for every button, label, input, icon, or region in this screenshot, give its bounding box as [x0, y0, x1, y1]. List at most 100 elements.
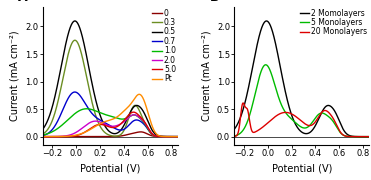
- 0: [171, 136, 176, 138]
- 20 Monolayers: [367, 136, 371, 138]
- 0.3: [101, 130, 106, 132]
- Line: 20 Monolayers: 20 Monolayers: [232, 103, 369, 137]
- Line: 0.5: 0.5: [40, 21, 178, 137]
- 0.7: [171, 136, 176, 138]
- 0.5: [45, 120, 49, 122]
- 0.7: [105, 123, 109, 125]
- 5 Monolayers: [367, 136, 371, 138]
- 2.0: [171, 136, 176, 138]
- Legend: 0, 0.3, 0.5, 0.7, 1.0, 2.0, 5.0, Pt: 0, 0.3, 0.5, 0.7, 1.0, 2.0, 5.0, Pt: [152, 8, 177, 84]
- 1.0: [45, 133, 49, 135]
- 0.7: [171, 136, 176, 138]
- 5 Monolayers: [363, 136, 367, 138]
- 2 Momolayers: [367, 136, 371, 138]
- Line: Pt: Pt: [40, 94, 178, 137]
- X-axis label: Potential (V): Potential (V): [272, 164, 332, 174]
- 0: [45, 136, 49, 138]
- 0.7: [45, 133, 49, 135]
- Pt: [137, 93, 141, 95]
- 1.0: [85, 108, 89, 110]
- 0.5: [146, 122, 151, 124]
- 0.3: [45, 129, 49, 131]
- 1.0: [105, 114, 109, 116]
- 0.5: [73, 20, 77, 22]
- 0.3: [171, 136, 176, 138]
- 2.0: [45, 136, 49, 138]
- 2.0: [101, 122, 106, 125]
- 1.0: [175, 136, 180, 138]
- 5 Monolayers: [296, 124, 301, 126]
- 0.5: [171, 136, 176, 138]
- 0.3: [105, 133, 109, 135]
- Pt: [171, 136, 176, 138]
- 0.5: [105, 128, 109, 130]
- 1.0: [38, 134, 43, 137]
- 2 Momolayers: [237, 120, 241, 122]
- 0: [138, 131, 143, 133]
- Pt: [105, 120, 109, 122]
- 5.0: [175, 136, 180, 138]
- 0.3: [146, 129, 151, 131]
- 2.0: [132, 114, 136, 116]
- 20 Monolayers: [230, 135, 234, 138]
- Line: 0.7: 0.7: [40, 92, 178, 137]
- Pt: [146, 113, 151, 115]
- 2 Momolayers: [293, 122, 297, 124]
- 0.7: [146, 129, 151, 131]
- Y-axis label: Current (mA cm⁻²): Current (mA cm⁻²): [10, 31, 20, 121]
- Line: 1.0: 1.0: [40, 109, 178, 137]
- Line: 5 Monolayers: 5 Monolayers: [232, 65, 369, 137]
- 5 Monolayers: [293, 121, 297, 123]
- 2.0: [171, 136, 176, 138]
- 2.0: [38, 136, 43, 138]
- 0.7: [175, 136, 180, 138]
- Pt: [171, 136, 176, 138]
- 20 Monolayers: [237, 128, 241, 130]
- Line: 2.0: 2.0: [40, 115, 178, 137]
- 2 Momolayers: [363, 136, 367, 138]
- 2 Momolayers: [264, 20, 269, 22]
- Pt: [101, 121, 106, 123]
- 5 Monolayers: [230, 135, 234, 137]
- 20 Monolayers: [296, 118, 301, 120]
- 5.0: [171, 136, 176, 138]
- 0.5: [38, 131, 43, 133]
- 0.3: [73, 39, 77, 41]
- 1.0: [101, 113, 106, 115]
- 5.0: [105, 125, 109, 127]
- 0: [38, 136, 43, 138]
- 0: [101, 136, 106, 138]
- Line: 0: 0: [40, 132, 178, 137]
- 0.7: [38, 135, 43, 137]
- 5.0: [131, 111, 136, 113]
- 0: [105, 136, 109, 138]
- 5 Monolayers: [363, 136, 367, 138]
- 20 Monolayers: [293, 115, 297, 117]
- 0: [171, 136, 176, 138]
- Line: 5.0: 5.0: [40, 112, 178, 137]
- 2.0: [105, 124, 109, 126]
- Pt: [38, 136, 43, 138]
- Pt: [45, 136, 49, 138]
- 20 Monolayers: [338, 130, 342, 133]
- 0: [175, 136, 180, 138]
- 1.0: [171, 136, 176, 138]
- 2 Momolayers: [230, 131, 234, 133]
- 2.0: [146, 128, 151, 130]
- 5.0: [101, 124, 106, 126]
- 0: [146, 133, 151, 136]
- Legend: 2 Momolayers, 5 Monolayers, 20 Monolayers: 2 Momolayers, 5 Monolayers, 20 Monolayer…: [299, 8, 368, 37]
- 2 Momolayers: [296, 128, 301, 130]
- X-axis label: Potential (V): Potential (V): [80, 164, 140, 174]
- 0.3: [38, 134, 43, 136]
- 2.0: [175, 136, 180, 138]
- 20 Monolayers: [363, 136, 367, 138]
- Line: 0.3: 0.3: [40, 40, 178, 137]
- 5.0: [146, 127, 151, 130]
- Y-axis label: Current (mA cm⁻²): Current (mA cm⁻²): [201, 31, 211, 121]
- 0.5: [175, 136, 180, 138]
- 0.7: [73, 91, 77, 93]
- Line: 2 Momolayers: 2 Momolayers: [232, 21, 369, 137]
- 0.5: [101, 122, 106, 124]
- 5 Monolayers: [263, 64, 268, 66]
